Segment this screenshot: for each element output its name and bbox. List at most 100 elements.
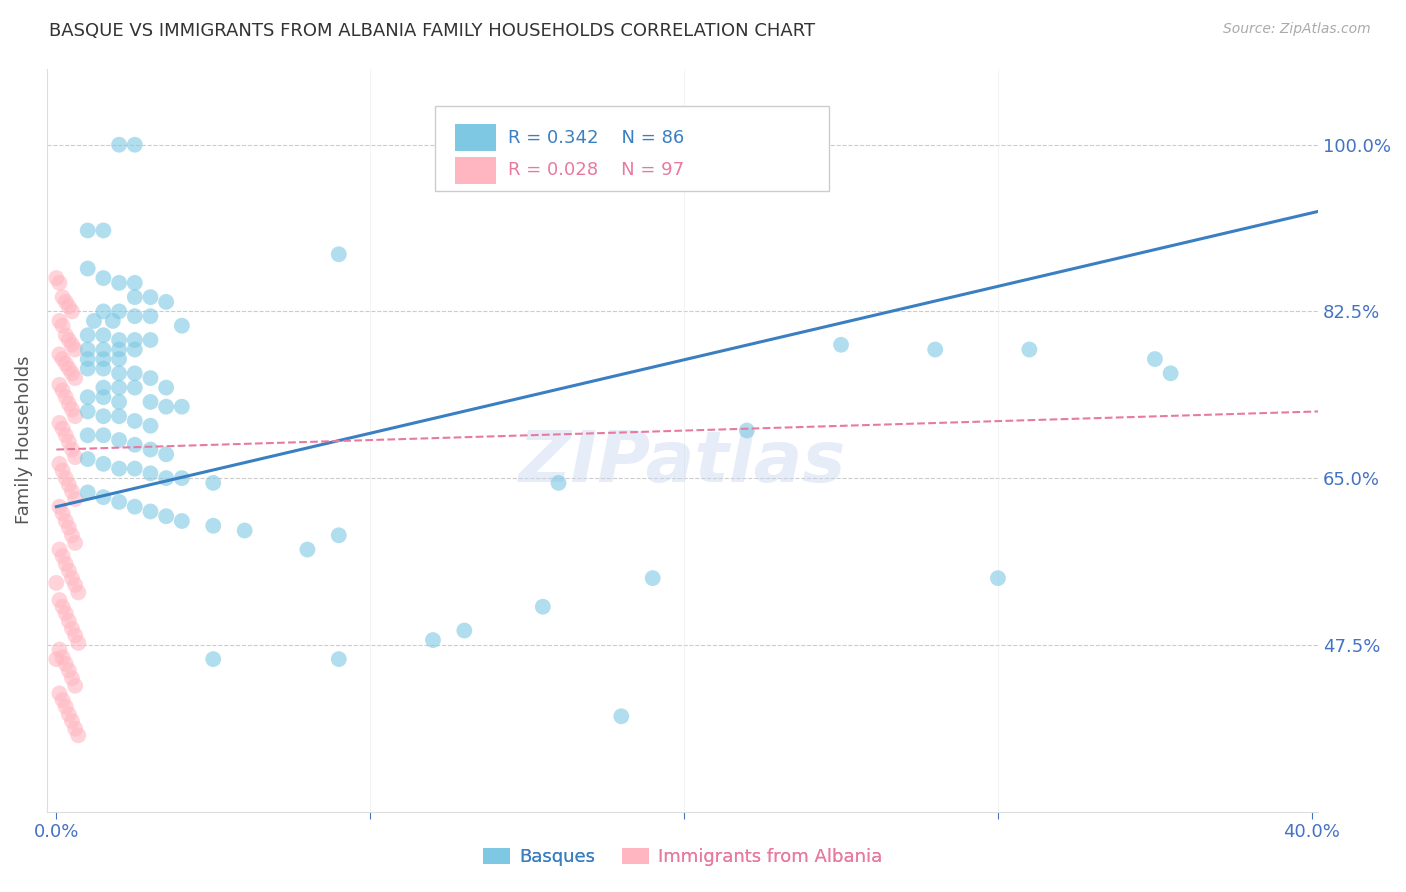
Point [76,261,98,276]
Point [108,343,131,357]
Point [139,442,162,457]
Point [58,564,80,578]
Point [139,371,162,385]
Point [48,314,70,328]
Point [93,428,115,442]
Point [202,652,225,666]
Point [76,343,98,357]
Point [170,318,193,333]
Point [67,636,90,650]
Point [1160,367,1182,381]
Point [58,434,80,449]
Point [63,536,86,550]
Point [58,614,80,628]
Point [93,271,115,285]
Point [48,457,70,471]
Point [328,652,350,666]
Text: BASQUE VS IMMIGRANTS FROM ALBANIA FAMILY HOUSEHOLDS CORRELATION CHART: BASQUE VS IMMIGRANTS FROM ALBANIA FAMILY… [49,22,815,40]
Point [108,395,131,409]
Point [93,457,115,471]
Point [58,477,80,491]
Point [155,294,177,309]
Point [63,492,86,507]
Point [60,714,83,728]
Point [63,679,86,693]
Point [48,416,70,430]
Point [58,361,80,376]
Point [52,650,75,665]
Point [52,599,75,614]
Point [139,418,162,433]
Point [108,367,131,381]
Point [52,463,75,477]
Point [63,628,86,642]
Point [76,485,98,500]
Point [108,461,131,475]
Point [139,504,162,518]
Point [924,343,946,357]
Point [76,361,98,376]
Point [233,524,256,538]
Point [60,338,83,352]
Point [76,328,98,343]
Point [55,699,77,714]
Point [52,290,75,304]
Point [63,343,86,357]
Point [76,404,98,418]
Point [93,352,115,367]
Legend: Basques, Immigrants from Albania: Basques, Immigrants from Albania [475,840,890,873]
FancyBboxPatch shape [456,157,496,184]
Point [63,578,86,592]
Point [453,171,475,186]
Point [610,709,633,723]
Point [60,402,83,417]
Text: R = 0.028    N = 97: R = 0.028 N = 97 [509,161,685,179]
Point [139,309,162,323]
Point [60,484,83,499]
Point [124,414,146,428]
Point [453,624,475,638]
Point [76,352,98,367]
Point [987,571,1010,585]
Point [83,314,105,328]
Point [328,247,350,261]
Point [67,585,90,599]
Point [93,361,115,376]
Point [108,352,131,367]
Point [297,542,319,557]
Point [735,424,758,438]
Point [139,395,162,409]
Point [830,338,852,352]
Point [60,304,83,318]
Point [1143,352,1166,367]
Point [124,309,146,323]
Point [101,314,124,328]
Point [58,300,80,314]
Point [48,276,70,290]
Point [63,450,86,465]
Point [52,549,75,564]
Point [63,722,86,736]
FancyBboxPatch shape [456,124,496,151]
Point [76,452,98,467]
Point [108,304,131,318]
Point [531,599,554,614]
Point [76,223,98,237]
Point [124,137,146,152]
Point [55,428,77,442]
Text: ZIPatlas: ZIPatlas [519,428,846,497]
Point [76,428,98,442]
Point [547,475,569,490]
Point [170,471,193,485]
Point [108,137,131,152]
Point [48,593,70,607]
Point [139,333,162,347]
Point [124,276,146,290]
Point [52,507,75,521]
Point [108,381,131,395]
Point [155,509,177,524]
FancyBboxPatch shape [434,105,828,191]
Point [45,271,67,285]
Point [52,421,75,435]
Point [58,333,80,347]
